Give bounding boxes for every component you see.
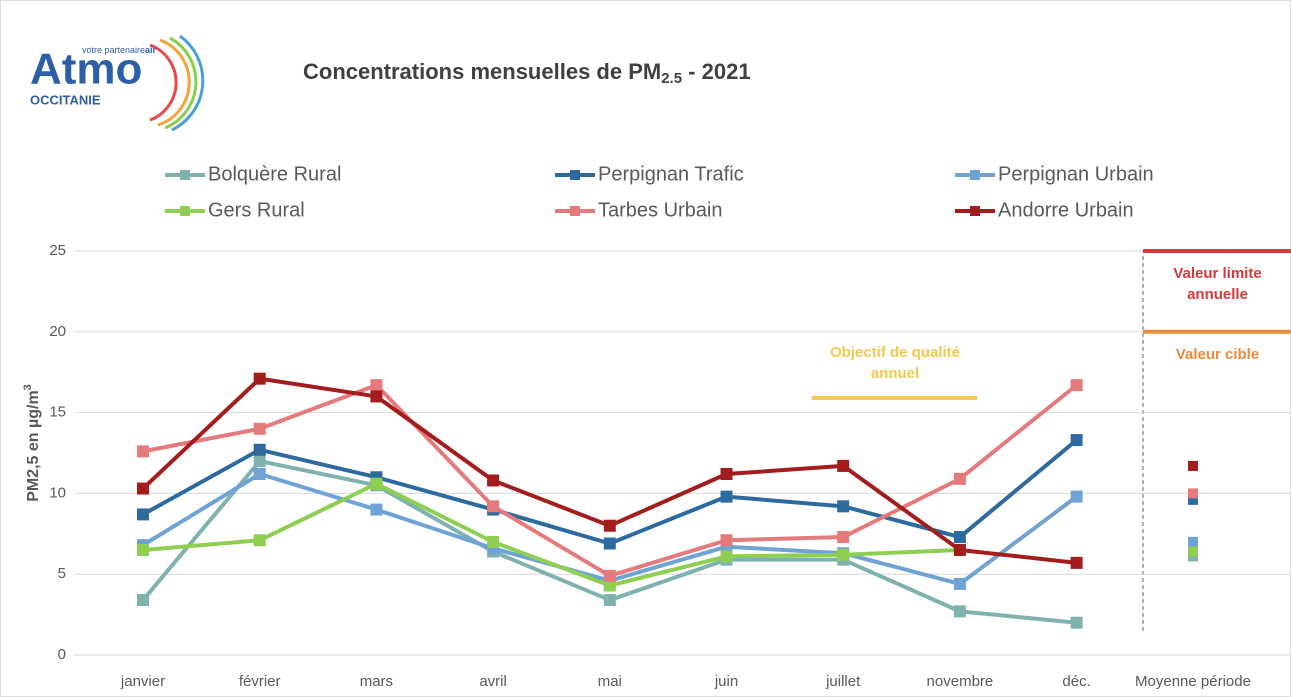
- point: [137, 508, 149, 521]
- legend-label: Tarbes Urbain: [598, 199, 723, 221]
- point: [720, 534, 733, 547]
- legend-marker: [570, 206, 580, 216]
- point: [603, 537, 616, 550]
- point: [137, 445, 149, 458]
- x-tick-label: mars: [360, 673, 393, 690]
- reference-label: Valeur limite annuelle: [1173, 265, 1262, 303]
- point: [370, 503, 383, 516]
- point: [1070, 490, 1083, 503]
- logo-name: Atmo: [30, 45, 142, 94]
- x-tick-label: avril: [479, 673, 507, 690]
- point: [253, 455, 266, 468]
- point: [603, 579, 616, 592]
- legend-marker: [180, 206, 190, 216]
- legend-label: Perpignan Urbain: [998, 163, 1154, 185]
- chart-title: Concentrations mensuelles de PM2.5 - 202…: [303, 59, 751, 87]
- logo: Atmo votre partenaireair OCCITANIE: [30, 34, 205, 132]
- point: [837, 548, 850, 561]
- point: [837, 500, 850, 513]
- mean-point: [1188, 488, 1198, 499]
- legend-label: Gers Rural: [208, 199, 305, 221]
- x-tick-label: janvier: [120, 673, 165, 690]
- x-tick-label: déc.: [1062, 673, 1090, 690]
- legend-label: Andorre Urbain: [998, 199, 1134, 221]
- legend-marker: [970, 206, 980, 216]
- y-tick-label: 0: [58, 646, 66, 663]
- legend-label: Perpignan Trafic: [598, 163, 744, 185]
- point: [487, 535, 500, 548]
- series-line: [141, 376, 1077, 565]
- x-tick-label: novembre: [927, 673, 994, 690]
- y-axis-label: PM2,5 en µg/m3: [22, 384, 42, 502]
- point: [720, 550, 733, 563]
- point: [603, 594, 616, 607]
- point: [137, 482, 149, 495]
- point: [370, 477, 383, 490]
- y-tick-label: 5: [58, 565, 66, 582]
- point: [487, 474, 500, 487]
- point: [253, 468, 266, 481]
- point: [253, 372, 266, 385]
- y-tick-label: 20: [49, 323, 66, 340]
- point: [1070, 556, 1083, 569]
- annotation: Objectif de qualité annuel: [829, 344, 961, 382]
- point: [837, 531, 850, 544]
- point: [953, 577, 966, 590]
- point: [253, 534, 266, 547]
- point: [720, 468, 733, 481]
- y-tick-label: 25: [49, 242, 66, 259]
- point: [1070, 379, 1083, 392]
- y-tick-label: 10: [49, 484, 66, 501]
- x-tick-label: février: [239, 673, 281, 690]
- x-tick-label: Moyenne période: [1135, 673, 1251, 690]
- point: [953, 472, 966, 485]
- point: [137, 543, 149, 556]
- point: [953, 605, 966, 618]
- mean-point: [1188, 546, 1198, 557]
- point: [253, 443, 266, 456]
- point: [837, 459, 850, 472]
- logo-tagline: votre partenaireair: [82, 45, 157, 55]
- point: [953, 531, 966, 544]
- legend-marker: [970, 170, 980, 180]
- point: [953, 543, 966, 556]
- x-tick-label: juin: [714, 673, 738, 690]
- x-tick-label: juillet: [825, 673, 861, 690]
- mean-point: [1188, 494, 1198, 505]
- x-tick-label: mai: [598, 673, 622, 690]
- point: [253, 422, 266, 435]
- y-tick-label: 15: [49, 404, 66, 421]
- reference-label: Valeur cible: [1175, 345, 1260, 363]
- legend-marker: [570, 170, 580, 180]
- point: [720, 490, 733, 503]
- point: [487, 500, 500, 513]
- point: [1070, 616, 1083, 629]
- legend-marker: [180, 170, 190, 180]
- point: [603, 519, 616, 532]
- series-line: [142, 481, 960, 588]
- point: [137, 594, 149, 607]
- point: [370, 390, 383, 403]
- mean-point: [1188, 460, 1198, 471]
- mean-point: [1188, 536, 1198, 547]
- point: [370, 379, 383, 392]
- point: [1070, 434, 1083, 447]
- point: [603, 569, 616, 582]
- legend-label: Bolquère Rural: [208, 163, 341, 185]
- logo-region: OCCITANIE: [30, 92, 101, 107]
